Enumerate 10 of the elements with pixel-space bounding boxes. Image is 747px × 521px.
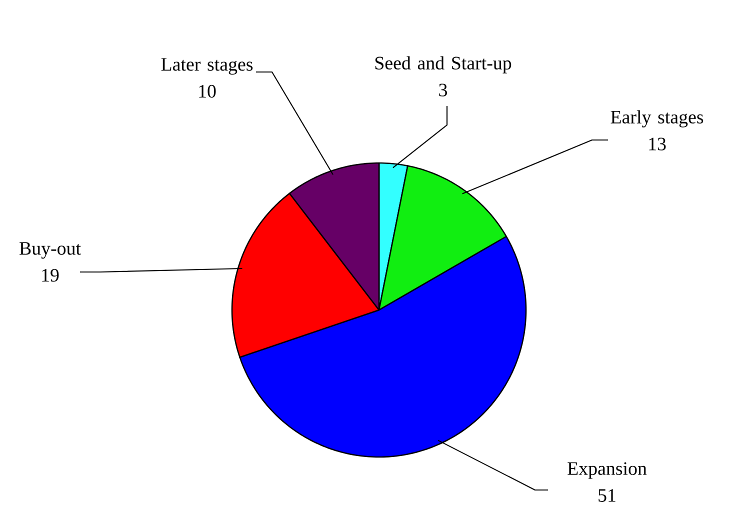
slice-label: Expansion xyxy=(568,462,647,479)
slice-label: Early stages xyxy=(610,110,704,128)
slice-label: Buy-out xyxy=(20,242,81,259)
slice-label: Later stages xyxy=(161,58,253,75)
data-label: 51 xyxy=(598,489,616,502)
data-label: 10 xyxy=(199,84,216,98)
data-label: 13 xyxy=(649,138,666,150)
data-label: 19 xyxy=(42,268,59,282)
data-label: 3 xyxy=(439,84,447,96)
slice-label: Seed and Start-up xyxy=(375,56,512,74)
